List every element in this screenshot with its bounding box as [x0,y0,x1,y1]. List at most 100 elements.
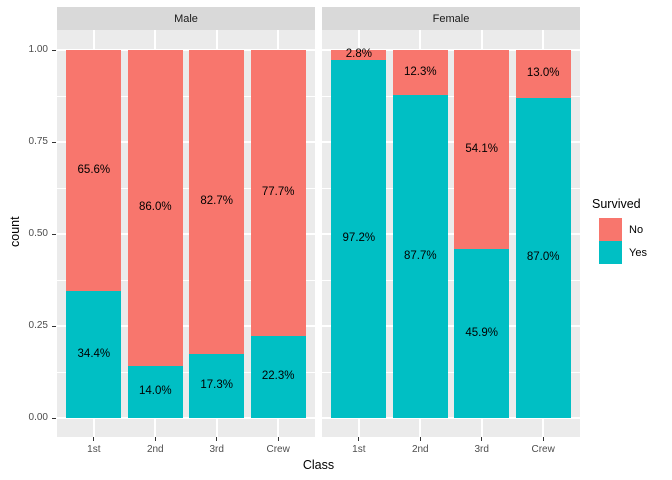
x-tick-mark [154,437,156,441]
bar-label-yes: 87.7% [403,249,437,262]
x-tick-mark [542,437,544,441]
bar-label-no: 54.1% [465,142,498,155]
x-tick-label: Crew [531,444,555,455]
x-tick-label: 3rd [209,444,224,455]
bar-segment-no: 65.6% [66,50,122,292]
y-tick-mark [52,233,56,235]
x-tick-label: 2nd [146,444,164,455]
bar-segment-yes: 97.2% [331,60,387,418]
bar-label-yes: 14.0% [138,385,172,398]
x-tick-label: 2nd [411,444,429,455]
panel-female: 2.8% 97.2% 12.3% 87.7% 54.1% 45.9% 13.0% 87.0% [322,30,580,437]
bar-segment-yes: 22.3% [250,335,306,418]
x-tick-mark [277,437,279,441]
x-tick-mark [358,437,360,441]
bar-female-2nd: 12.3% 87.7% [392,50,448,418]
legend-label: Yes [629,246,647,259]
gridline-minor [322,188,580,189]
bar-male-1st: 65.6% 34.4% [66,50,122,418]
gridline-major [57,417,315,419]
y-tick-label: 1.00 [28,44,48,55]
bar-segment-yes: 14.0% [127,366,183,418]
bar-segment-yes: 17.3% [189,354,245,418]
gridline-minor [322,280,580,281]
gridline-minor [322,372,580,373]
bar-segment-no: 54.1% [454,50,510,250]
y-tick-mark [52,49,56,51]
bar-segment-yes: 87.7% [392,95,448,418]
legend-title: Survived [592,197,641,211]
bar-segment-no: 86.0% [127,50,183,367]
gridline-major [322,325,580,327]
bar-female-crew: 13.0% 87.0% [515,50,571,418]
gridline-minor [57,372,315,373]
bar-segment-no: 77.7% [250,50,306,336]
gridline-major [57,49,315,51]
legend-key-no: No [599,218,647,241]
bar-label-yes: 17.3% [200,379,233,392]
gridline-major [322,233,580,235]
x-tick-mark [419,437,421,441]
x-tick-label: 3rd [474,444,489,455]
gridline-major [322,417,580,419]
bar-segment-no: 12.3% [392,50,448,96]
bar-label-no: 65.6% [77,163,111,176]
gridline-major [57,233,315,235]
bar-segment-yes: 87.0% [515,97,571,418]
legend-swatch-no [599,218,622,241]
legend-swatch-yes [599,241,622,264]
bar-label-yes: 22.3% [261,370,295,383]
bar-segment-no: 82.7% [189,50,245,355]
bar-label-no: 2.8% [345,48,372,61]
gridline-minor [57,188,315,189]
bar-label-yes: 97.2% [342,232,376,245]
facet-strip-label: Male [174,12,198,25]
facet-strip-female: Female [322,7,580,30]
gridline-minor [322,96,580,97]
bar-label-no: 12.3% [403,65,437,78]
bar-female-1st: 2.8% 97.2% [331,48,387,418]
bar-male-2nd: 86.0% 14.0% [127,50,183,418]
bar-segment-no: 13.0% [515,50,571,98]
bar-label-no: 77.7% [261,186,295,199]
bar-segment-yes: 34.4% [66,291,122,418]
y-tick-mark [52,141,56,143]
y-tick-label: 0.50 [28,228,48,239]
bar-label-no: 13.0% [526,67,560,80]
x-axis-title: Class [302,458,335,472]
bar-female-3rd: 54.1% 45.9% [454,50,510,418]
legend: Survived No Yes [592,197,647,264]
bar-label-no: 86.0% [138,201,172,214]
x-tick-label: 1st [87,444,101,455]
gridline-minor [57,280,315,281]
x-tick-mark [481,437,483,441]
gridline-major [322,141,580,143]
facet-strip-label: Female [432,12,470,25]
bar-label-no: 82.7% [200,195,233,208]
bar-segment-yes: 45.9% [454,249,510,418]
legend-key-yes: Yes [599,241,647,264]
x-tick-mark [216,437,218,441]
bar-male-crew: 77.7% 22.3% [250,50,306,418]
legend-label: No [629,223,644,236]
y-tick-label: 0.00 [28,412,48,423]
gridline-major [57,141,315,143]
bar-label-yes: 34.4% [77,347,111,360]
bar-male-3rd: 82.7% 17.3% [189,50,245,418]
x-tick-label: Crew [266,444,290,455]
y-tick-mark [52,417,56,419]
facet-strip-male: Male [57,7,315,30]
gridline-major [322,49,580,51]
y-tick-label: 0.25 [28,320,48,331]
gridline-major [57,325,315,327]
bar-label-yes: 87.0% [526,251,560,264]
bar-segment-no: 2.8% [331,48,387,61]
gridline-minor [57,96,315,97]
legend-keys: No Yes [592,218,647,264]
y-tick-label: 0.75 [28,136,48,147]
bar-label-yes: 45.9% [465,326,498,339]
x-tick-mark [93,437,95,441]
x-tick-label: 1st [352,444,366,455]
y-tick-mark [52,325,56,327]
